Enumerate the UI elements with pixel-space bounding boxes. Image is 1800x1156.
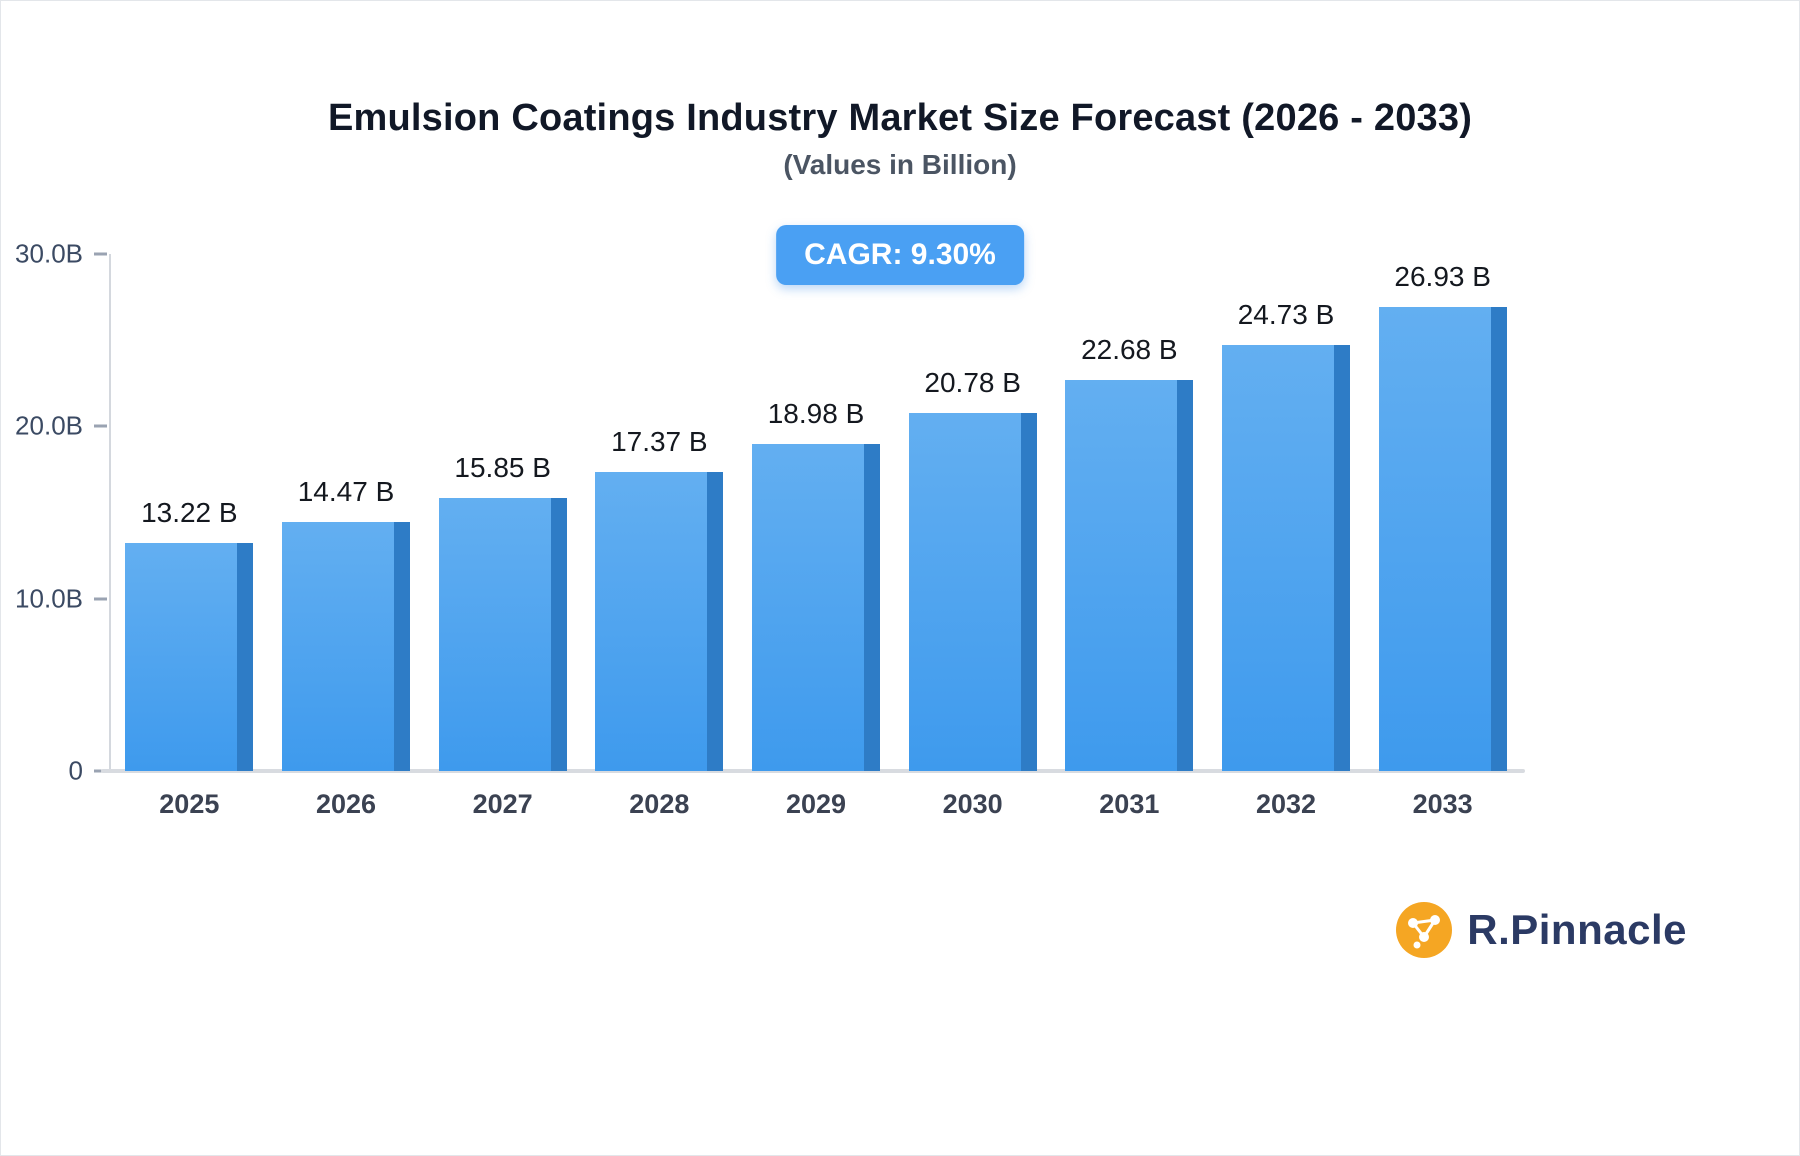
bar-group: 26.93 B 2033 xyxy=(1364,254,1521,819)
bar-face xyxy=(595,472,708,771)
bar-side-shade xyxy=(863,444,880,771)
bar xyxy=(281,522,410,771)
bar xyxy=(751,444,880,771)
bar-face xyxy=(751,444,864,771)
bar-side-shade xyxy=(1333,345,1350,771)
bar-value-label: 18.98 B xyxy=(767,398,865,429)
bar xyxy=(595,472,724,771)
y-tick-label: 30.0B xyxy=(15,238,83,269)
bar-value-label: 26.93 B xyxy=(1394,261,1491,292)
cagr-badge: CAGR: 9.30% xyxy=(776,225,1024,285)
bar-face xyxy=(281,522,394,771)
bar xyxy=(1221,345,1350,771)
bar-value-label: 15.85 B xyxy=(454,452,551,483)
bar-value-label: 20.78 B xyxy=(924,367,1021,398)
y-tick-mark xyxy=(94,252,107,256)
bar xyxy=(1378,307,1507,771)
y-tick-label: 0 xyxy=(68,755,83,786)
bar-value-label: 14.47 B xyxy=(297,476,395,507)
x-axis-label: 2025 xyxy=(159,789,220,819)
x-axis-label: 2030 xyxy=(942,789,1003,819)
bar xyxy=(125,543,254,771)
bar-group: 17.37 B 2028 xyxy=(581,254,738,819)
y-tick-mark xyxy=(94,769,107,773)
logo-text: R.Pinnacle xyxy=(1467,906,1687,953)
bar-value-label: 22.68 B xyxy=(1081,334,1178,365)
chart-title: Emulsion Coatings Industry Market Size F… xyxy=(327,97,1473,139)
bar-face xyxy=(1221,345,1334,771)
x-axis-baseline xyxy=(101,769,1525,773)
bar-side-shade xyxy=(1490,307,1507,771)
bar-group: 24.73 B 2032 xyxy=(1208,254,1365,819)
bar xyxy=(1065,380,1194,771)
bar-side-shade xyxy=(237,543,254,771)
bar-group: 22.68 B 2031 xyxy=(1051,254,1208,819)
x-axis-label: 2027 xyxy=(472,789,533,819)
x-axis-label: 2032 xyxy=(1255,789,1317,819)
y-tick-mark xyxy=(94,597,107,601)
bar-value-label: 17.37 B xyxy=(611,426,708,457)
logo-icon xyxy=(1395,901,1453,959)
x-axis-label: 2028 xyxy=(629,789,690,819)
bar-group: 20.78 B 2030 xyxy=(894,254,1051,819)
y-tick-mark xyxy=(94,424,107,428)
bar-side-shade xyxy=(550,498,567,771)
bar-face xyxy=(438,498,551,771)
bar-face xyxy=(1065,380,1178,771)
bar xyxy=(438,498,567,771)
chart-subtitle: (Values in Billion) xyxy=(783,149,1017,180)
bar-face xyxy=(908,413,1021,771)
bar xyxy=(908,413,1037,771)
plot-area: 13.22 B 2025 14.47 B 2026 15.85 B 2027 17.37 B… xyxy=(111,254,1521,819)
y-axis-line xyxy=(109,254,111,773)
bar-group: 15.85 B 2027 xyxy=(424,254,581,819)
bar-value-label: 13.22 B xyxy=(141,497,238,528)
bar-group: 14.47 B 2026 xyxy=(268,254,425,819)
bar-group: 13.22 B 2025 xyxy=(111,254,268,819)
x-axis-label: 2031 xyxy=(1099,789,1160,819)
bar-side-shade xyxy=(1020,413,1037,771)
y-tick-label: 10.0B xyxy=(15,583,83,614)
x-axis-label: 2026 xyxy=(315,789,377,819)
bar-side-shade xyxy=(707,472,724,771)
bar-face xyxy=(125,543,238,771)
bar-value-label: 24.73 B xyxy=(1237,299,1335,330)
bar-face xyxy=(1378,307,1491,771)
y-axis: 30.0B 20.0B 10.0B 0 xyxy=(1,239,111,786)
bar-side-shade xyxy=(393,522,410,771)
x-axis-label: 2029 xyxy=(785,789,847,819)
logo: R.Pinnacle xyxy=(1395,901,1687,959)
bar-group: 18.98 B 2029 xyxy=(738,254,895,819)
bar-side-shade xyxy=(1177,380,1194,771)
y-tick-label: 20.0B xyxy=(15,410,83,441)
x-axis-label: 2033 xyxy=(1412,789,1473,819)
